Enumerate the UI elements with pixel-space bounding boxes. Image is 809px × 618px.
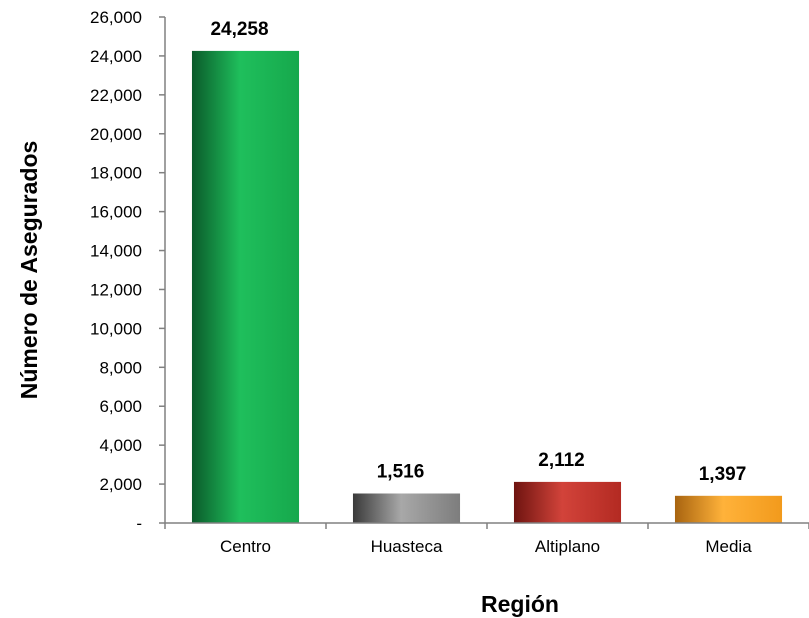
data-label: 1,397 <box>699 464 747 485</box>
x-axis-title: Región <box>481 591 559 617</box>
y-tick-label: 8,000 <box>99 358 142 377</box>
data-label: 2,112 <box>538 450 585 471</box>
y-tick-label: 22,000 <box>90 86 142 105</box>
x-tick-label: Centro <box>220 537 271 556</box>
bar-centro <box>191 50 300 523</box>
y-tick-label: 10,000 <box>90 319 142 338</box>
bar-media <box>674 495 783 523</box>
y-tick-label: 12,000 <box>90 280 142 299</box>
y-tick-label: 14,000 <box>90 242 142 261</box>
data-labels: 24,258 1,516 2,112 1,397 <box>210 19 746 485</box>
y-tick-label: 6,000 <box>99 397 142 416</box>
x-tick-label: Altiplano <box>535 537 600 556</box>
x-axis-ticks: Centro Huasteca Altiplano Media <box>164 523 809 556</box>
y-tick-label: - <box>136 514 142 533</box>
y-tick-label: 26,000 <box>90 8 142 27</box>
y-tick-label: 18,000 <box>90 164 142 183</box>
y-axis-title: Número de Asegurados <box>16 141 42 400</box>
y-tick-label: 24,000 <box>90 47 142 66</box>
y-tick-label: 20,000 <box>90 125 142 144</box>
data-label: 1,516 <box>377 461 425 482</box>
y-tick-label: 4,000 <box>99 436 142 455</box>
data-label: 24,258 <box>210 19 268 40</box>
y-tick-label: 16,000 <box>90 203 142 222</box>
y-axis-ticks: - 2,000 4,000 6,000 8,000 10,000 12,000 14,000 1… <box>90 8 165 533</box>
bar-huasteca <box>352 493 461 523</box>
bars <box>191 50 783 523</box>
y-tick-label: 2,000 <box>99 475 142 494</box>
bar-altiplano <box>513 481 622 523</box>
x-tick-label: Huasteca <box>371 537 443 556</box>
x-tick-label: Media <box>705 537 752 556</box>
